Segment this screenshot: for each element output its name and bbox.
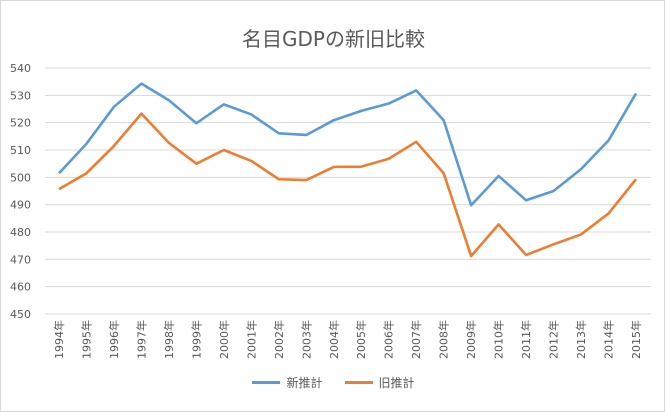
- legend-label-new: 新推計: [286, 376, 323, 390]
- x-tick-label: 1997年: [134, 320, 148, 359]
- x-tick-label: 2002年: [272, 320, 286, 359]
- x-tick-label: 2007年: [409, 320, 423, 359]
- y-tick-label: 510: [10, 144, 31, 157]
- x-tick-label: 2000年: [217, 320, 231, 359]
- y-tick-label: 480: [10, 226, 31, 239]
- x-tick-label: 2013年: [574, 320, 588, 359]
- legend-item-old: 旧推計: [344, 374, 415, 391]
- x-tick-label: 2003年: [299, 320, 313, 359]
- x-tick-label: 2012年: [547, 320, 561, 359]
- x-tick-label: 2005年: [354, 320, 368, 359]
- legend-swatch-old: [344, 381, 373, 384]
- legend-label-old: 旧推計: [378, 376, 415, 390]
- legend-item-new: 新推計: [252, 374, 323, 391]
- x-tick-label: 1994年: [52, 320, 66, 359]
- x-tick-label: 1996年: [107, 320, 121, 359]
- x-tick-label: 2001年: [244, 320, 258, 359]
- series-line-old: [58, 112, 638, 258]
- x-tick-label: 2011年: [519, 320, 533, 359]
- y-tick-label: 460: [10, 281, 31, 294]
- x-tick-label: 2010年: [492, 320, 506, 359]
- y-tick-label: 520: [10, 117, 31, 130]
- chart-title: 名目GDPの新旧比較: [242, 27, 425, 51]
- x-tick-label: 1999年: [189, 320, 203, 359]
- legend-swatch-new: [252, 381, 281, 384]
- y-tick-label: 490: [10, 199, 31, 212]
- x-tick-label: 2009年: [464, 320, 478, 359]
- y-tick-label: 540: [10, 62, 31, 75]
- x-tick-label: 2014年: [602, 320, 616, 359]
- y-tick-label: 450: [10, 308, 31, 321]
- y-tick-label: 470: [10, 253, 31, 266]
- x-tick-label: 1998年: [162, 320, 176, 359]
- series-line-new: [58, 82, 638, 207]
- legend: 新推計 旧推計: [1, 374, 664, 391]
- x-tick-label: 2015年: [629, 320, 643, 359]
- x-tick-label: 1995年: [79, 320, 93, 359]
- x-tick-label: 2008年: [437, 320, 451, 359]
- y-tick-label: 500: [10, 171, 31, 184]
- x-tick-label: 2004年: [327, 320, 341, 359]
- x-tick-label: 2006年: [382, 320, 396, 359]
- y-tick-label: 530: [10, 89, 31, 102]
